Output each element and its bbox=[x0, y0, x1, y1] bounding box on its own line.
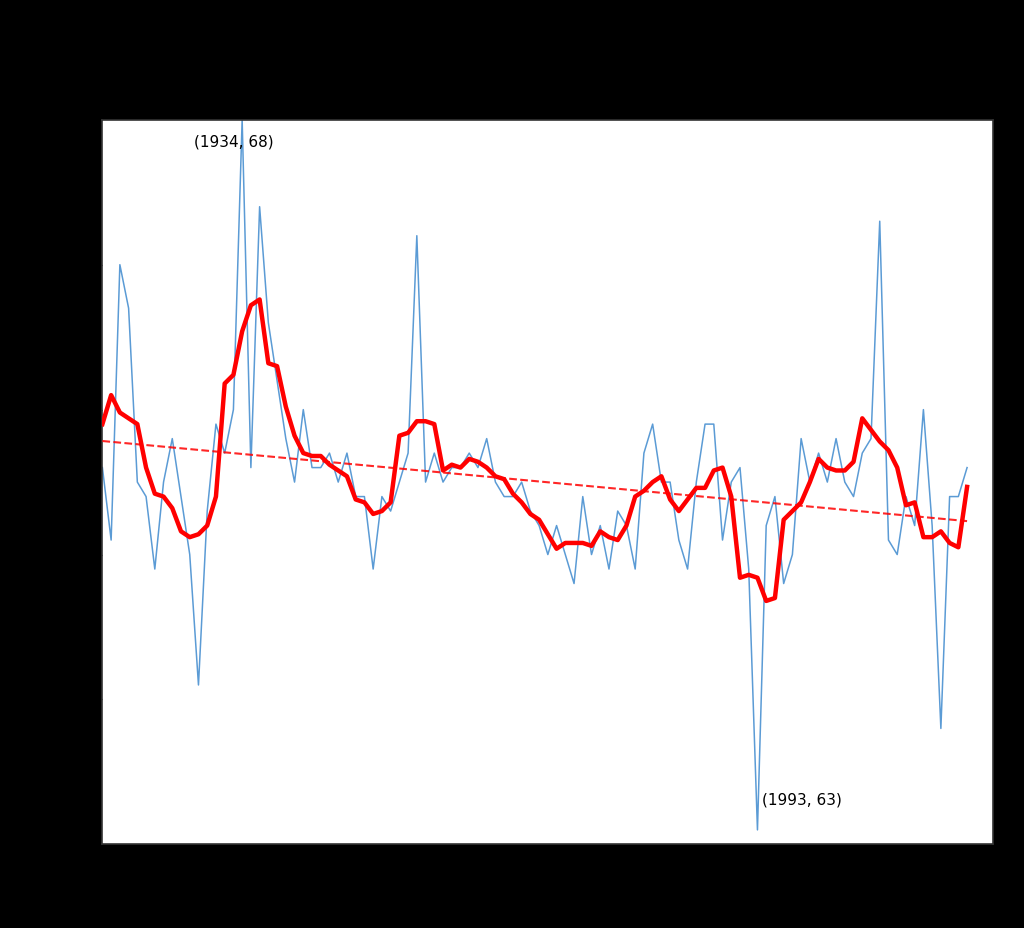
Title: Average Maximum Temperature Vs. Year 1918-2017
At All US Historical Climatology : Average Maximum Temperature Vs. Year 191… bbox=[285, 72, 811, 110]
X-axis label: Year: Year bbox=[528, 885, 567, 903]
Y-axis label: Average Maximum Temperature (F): Average Maximum Temperature (F) bbox=[40, 336, 58, 629]
Text: (1934, 68): (1934, 68) bbox=[195, 135, 273, 149]
Text: (1993, 63): (1993, 63) bbox=[762, 792, 842, 807]
